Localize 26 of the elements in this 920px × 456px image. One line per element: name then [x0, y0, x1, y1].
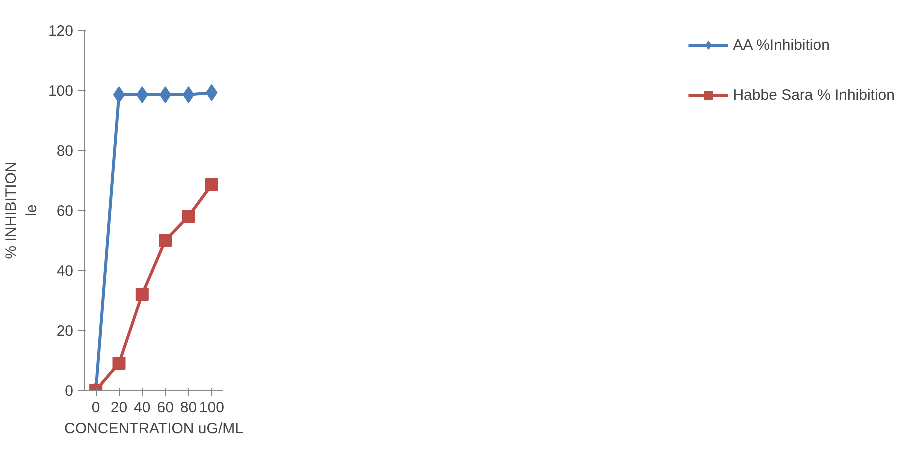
y-tick-label: 80 — [56, 143, 74, 160]
point — [182, 210, 196, 223]
x-tick-label: 100 — [199, 400, 224, 416]
point — [182, 86, 195, 104]
legend-label: Habbe Sara % Inhibition — [733, 86, 895, 104]
y-tick-label: 60 — [56, 203, 74, 220]
point — [113, 86, 126, 104]
legend-label: AA %Inhibition — [733, 36, 830, 54]
y-tick-label: 40 — [56, 263, 74, 280]
x-tick-label: 80 — [180, 400, 198, 416]
point — [205, 178, 218, 192]
x-tick-label: 40 — [134, 400, 151, 416]
point — [160, 86, 172, 104]
x-tick-label: 20 — [110, 400, 128, 416]
y-tick-label: 20 — [56, 323, 74, 340]
point — [136, 288, 149, 301]
point — [112, 357, 126, 370]
x-tick-label: 0 — [92, 400, 100, 416]
x-tick-label: 60 — [157, 400, 174, 416]
y-tick-label: 120 — [48, 23, 74, 40]
y-axis-title: % INHIBITION le — [3, 162, 40, 260]
point — [159, 234, 172, 247]
x-axis-title: CONCENTRATION uG/ML — [64, 420, 244, 438]
y-tick-label: 0 — [65, 383, 74, 400]
point — [136, 86, 148, 104]
y-tick-label: 100 — [48, 83, 74, 100]
